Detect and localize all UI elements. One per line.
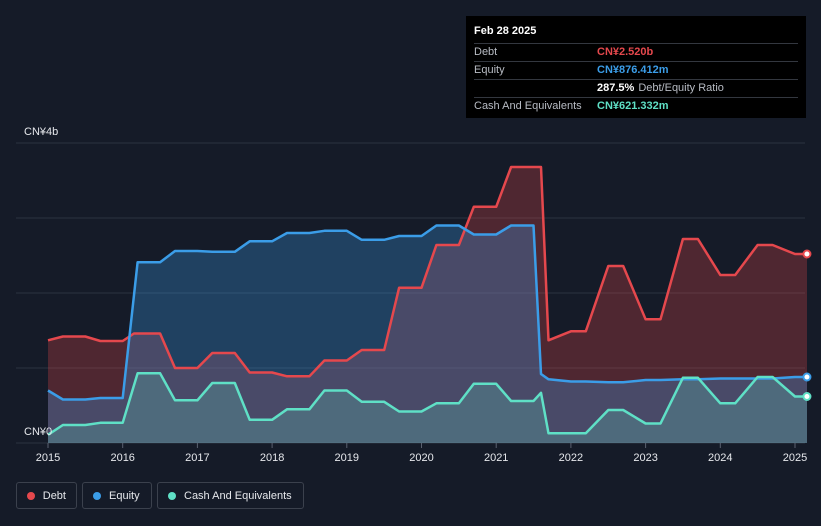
x-tick-label: 2016 xyxy=(110,452,134,464)
gridlines xyxy=(16,142,805,444)
x-axis-labels: 2015 2016 2017 2018 2019 2020 2021 2022 2023 2024… xyxy=(36,443,807,464)
tooltip-date: Feb 28 2025 xyxy=(474,23,798,44)
legend-debt-label: Debt xyxy=(42,489,66,502)
chart-legend: Debt Equity Cash And Equivalents xyxy=(16,482,304,509)
x-tick-label: 2021 xyxy=(484,452,508,464)
tooltip-cash-value: CN¥621.332m xyxy=(597,100,669,112)
cash-endpoint-marker xyxy=(802,392,812,401)
legend-debt-dot-icon xyxy=(27,491,35,500)
legend-item-equity[interactable]: Equity xyxy=(82,482,152,509)
legend-item-cash[interactable]: Cash And Equivalents xyxy=(157,482,304,509)
debt-endpoint-marker xyxy=(802,249,812,259)
x-tick-label: 2023 xyxy=(633,452,657,464)
legend-item-debt[interactable]: Debt xyxy=(16,482,77,509)
x-tick-label: 2017 xyxy=(185,452,209,464)
legend-cash-label: Cash And Equivalents xyxy=(184,489,292,502)
equity-endpoint-marker xyxy=(802,372,812,382)
tooltip-equity-label: Equity xyxy=(474,64,505,76)
y-tick-label: CN¥4b xyxy=(24,126,58,138)
tooltip-row-cash: Cash And Equivalents CN¥621.332m xyxy=(474,98,798,115)
legend-equity-label: Equity xyxy=(109,489,140,502)
debt-area xyxy=(48,167,807,443)
cash-line xyxy=(47,372,807,436)
legend-cash-dot-icon xyxy=(168,491,176,500)
legend-equity-dot-icon xyxy=(93,491,101,500)
tooltip-equity-value: CN¥876.412m xyxy=(597,64,669,76)
x-tick-label: 2018 xyxy=(260,452,284,464)
x-tick-label: 2020 xyxy=(409,452,433,464)
series-lines xyxy=(47,165,807,436)
x-tick-label: 2024 xyxy=(708,452,732,464)
tooltip-ratio-value: 287.5% xyxy=(597,82,635,94)
tooltip-cash-label: Cash And Equivalents xyxy=(474,100,582,112)
tooltip-row-ratio: 287.5% Debt/Equity Ratio xyxy=(474,80,798,98)
debt-line xyxy=(47,165,807,378)
series-endpoints xyxy=(802,249,812,401)
tooltip-debt-value: CN¥2.520b xyxy=(597,46,654,58)
x-tick-label: 2019 xyxy=(335,452,359,464)
x-tick-label: 2025 xyxy=(783,452,807,464)
tooltip-row-debt: Debt CN¥2.520b xyxy=(474,44,798,62)
tooltip-ratio-label: Debt/Equity Ratio xyxy=(638,82,724,94)
tooltip-panel: Feb 28 2025 Debt CN¥2.520b Equity CN¥876… xyxy=(466,16,806,118)
y-axis-labels: CN¥4b CN¥0 xyxy=(24,126,58,438)
x-tick-label: 2015 xyxy=(36,452,60,464)
tooltip-debt-label: Debt xyxy=(474,46,498,58)
tooltip-row-equity: Equity CN¥876.412m xyxy=(474,62,798,80)
tooltip-ratio-spacer xyxy=(474,80,597,97)
y-tick-label: CN¥0 xyxy=(24,426,52,438)
x-tick-label: 2022 xyxy=(559,452,583,464)
